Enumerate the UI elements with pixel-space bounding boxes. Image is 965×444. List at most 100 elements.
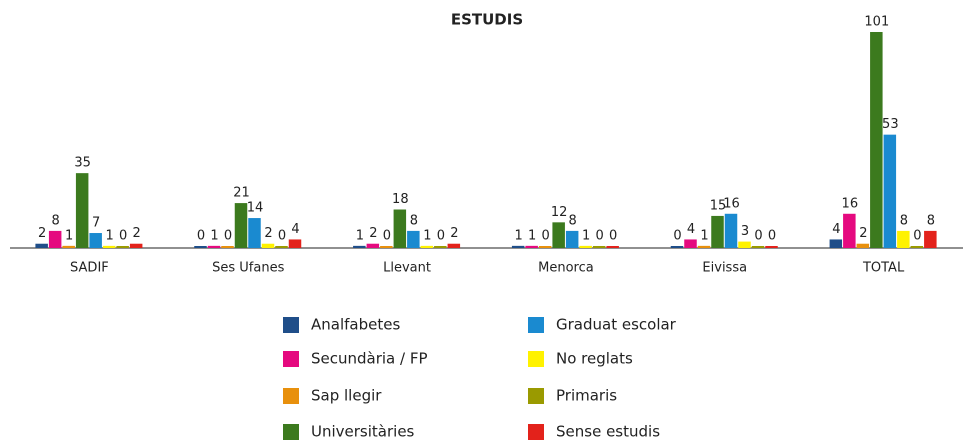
x-tick-label: SADIF [70, 261, 109, 276]
legend-label: Sap llegir [311, 387, 382, 405]
data-label: 1 [423, 228, 431, 243]
bar [606, 246, 619, 248]
legend-swatch [528, 317, 544, 333]
data-label: 1 [582, 228, 590, 243]
bar [275, 246, 288, 248]
legend-label: Primaris [556, 387, 617, 405]
data-label: 0 [119, 229, 127, 244]
data-label: 0 [596, 229, 604, 244]
legend-swatch [528, 424, 544, 440]
bar [207, 245, 221, 248]
bar [910, 246, 924, 248]
bar [856, 243, 870, 248]
data-label: 0 [224, 229, 232, 244]
bar [129, 243, 143, 248]
bar [48, 230, 62, 248]
bar [194, 246, 207, 248]
bar [579, 245, 592, 248]
bar [62, 245, 75, 248]
bar [565, 230, 579, 248]
data-label: 16 [723, 196, 740, 211]
x-tick-label: Llevant [383, 261, 431, 276]
legend-label: No reglats [556, 350, 633, 368]
bar [711, 215, 724, 248]
legend-swatch [283, 424, 299, 440]
data-label: 1 [106, 228, 114, 243]
data-label: 0 [437, 229, 445, 244]
data-label: 12 [551, 205, 568, 220]
data-label: 1 [210, 228, 218, 243]
bar [511, 245, 525, 248]
bar [697, 245, 711, 248]
data-label: 14 [247, 201, 264, 216]
data-label: 1 [356, 228, 364, 243]
bar [393, 209, 407, 248]
data-label: 1 [515, 228, 523, 243]
data-label: 4 [832, 222, 840, 237]
data-label: 0 [913, 229, 921, 244]
data-label: 0 [754, 229, 762, 244]
data-label: 0 [278, 229, 286, 244]
bar [883, 134, 897, 248]
bar [248, 218, 261, 248]
bar [447, 243, 461, 248]
data-label: 18 [392, 192, 409, 207]
bar [407, 230, 420, 248]
bar [552, 222, 565, 248]
chart-title: ESTUDIS [451, 11, 523, 29]
bar [738, 241, 751, 248]
data-label: 0 [768, 229, 776, 244]
bar [843, 213, 856, 248]
x-tick-label: TOTAL [862, 261, 905, 276]
data-label: 4 [687, 222, 695, 237]
data-label: 16 [842, 196, 859, 211]
bar [380, 246, 393, 248]
data-label: 8 [410, 213, 418, 228]
bar [724, 213, 738, 248]
legend-label: Analfabetes [311, 316, 400, 334]
bar [366, 243, 380, 248]
bar [420, 245, 434, 248]
data-label: 0 [197, 229, 205, 244]
legend-label: Universitàries [311, 423, 415, 441]
legend-label: Sense estudis [556, 423, 660, 441]
bar [538, 246, 552, 248]
data-label: 1 [65, 228, 73, 243]
data-label: 15 [710, 198, 727, 213]
data-label: 101 [864, 15, 889, 30]
data-label: 0 [383, 229, 391, 244]
legend-swatch [283, 388, 299, 404]
bar [525, 245, 538, 248]
data-label: 3 [741, 224, 749, 239]
legend-swatch [528, 351, 544, 367]
legend-label: Graduat escolar [556, 316, 677, 334]
bar [670, 246, 684, 248]
bar [234, 203, 248, 248]
bar [765, 246, 778, 248]
data-label: 8 [927, 213, 935, 228]
bar [288, 239, 302, 248]
bar [353, 245, 366, 248]
x-tick-label: Ses Ufanes [212, 261, 284, 276]
bar [592, 246, 606, 248]
data-label: 2 [264, 226, 272, 241]
data-label: 2 [859, 226, 867, 241]
data-label: 2 [369, 226, 377, 241]
data-label: 35 [74, 156, 91, 171]
bar [75, 173, 89, 248]
bar [751, 246, 765, 248]
data-label: 7 [92, 216, 100, 231]
data-label: 53 [882, 117, 899, 132]
legend-label: Secundària / FP [311, 350, 428, 368]
data-label: 8 [52, 213, 60, 228]
data-label: 1 [528, 228, 536, 243]
x-tick-label: Eivissa [702, 261, 747, 276]
data-label: 8 [569, 213, 577, 228]
bar [89, 233, 102, 248]
bar [829, 239, 843, 248]
bar [684, 239, 697, 248]
data-label: 21 [233, 186, 250, 201]
data-label: 0 [609, 229, 617, 244]
data-label: 4 [291, 222, 299, 237]
data-label: 8 [900, 213, 908, 228]
